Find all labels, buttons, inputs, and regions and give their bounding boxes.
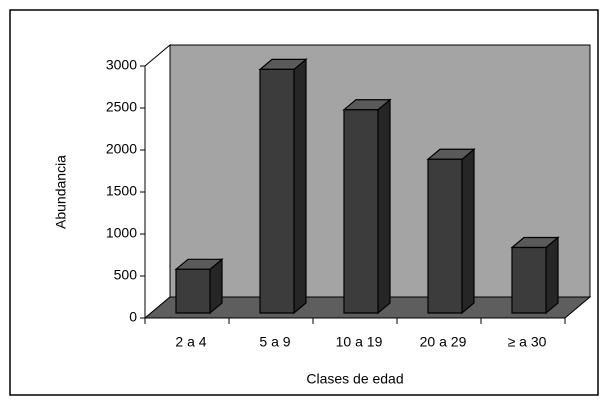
bar (258, 58, 308, 315)
bar (510, 236, 560, 315)
bar (342, 98, 392, 315)
y-tick-label: 2000 (106, 141, 137, 157)
bar-side (461, 147, 475, 315)
x-axis-label: Clases de edad (306, 371, 403, 387)
y-tick-label: 2500 (106, 99, 137, 115)
y-tick-label: 0 (129, 309, 137, 325)
side-wall (144, 43, 171, 320)
bar (426, 147, 476, 315)
y-tick-label: 500 (114, 267, 138, 283)
x-tick-label: 2 a 4 (175, 334, 206, 350)
bar-front (259, 68, 295, 314)
bar-front (343, 109, 379, 314)
bar-side (545, 236, 559, 315)
bar-side (377, 98, 391, 315)
bar (174, 258, 224, 315)
y-tick-label: 1000 (106, 225, 137, 241)
bar-side (293, 58, 307, 315)
x-tick-label: ≥ a 30 (508, 334, 547, 350)
y-axis-label: Abundancia (53, 155, 69, 229)
bar-front (175, 268, 211, 314)
x-tick-label: 5 a 9 (259, 334, 290, 350)
x-tick-label: 10 a 19 (336, 334, 383, 350)
bar-front (511, 246, 547, 314)
bar-front (427, 158, 463, 314)
y-tick-label: 1500 (106, 183, 137, 199)
y-tick-label: 3000 (106, 57, 137, 73)
x-tick-label: 20 a 29 (420, 334, 467, 350)
